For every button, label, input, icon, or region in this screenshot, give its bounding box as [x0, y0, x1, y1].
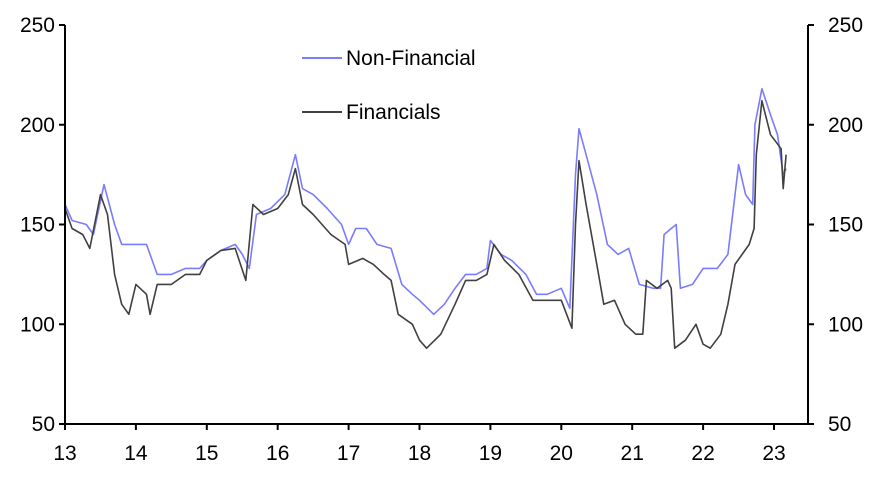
- x-tick-label: 14: [124, 442, 148, 465]
- x-tick-label: 15: [195, 442, 218, 465]
- left-y-tick-label: 200: [20, 114, 55, 137]
- x-tick-label: 17: [337, 442, 360, 465]
- left-y-tick-label: 100: [20, 313, 55, 336]
- series-line-financials: [64, 100, 787, 350]
- left-y-tick-label: 250: [20, 14, 55, 37]
- legend-label-non-financial: Non-Financial: [346, 47, 476, 70]
- legend: Non-Financial Financials: [302, 47, 476, 124]
- x-tick-label: 16: [266, 442, 289, 465]
- series-line-non-financial: [64, 88, 787, 316]
- x-tick-label: 21: [621, 442, 644, 465]
- x-tick-label: 18: [408, 442, 431, 465]
- x-tick-label: 13: [53, 442, 76, 465]
- right-y-tick-label: 200: [828, 114, 863, 137]
- x-tick-label: 19: [479, 442, 502, 465]
- legend-label-financials: Financials: [346, 101, 441, 124]
- left-y-tick-label: 50: [32, 413, 55, 436]
- plot-area: [64, 88, 787, 350]
- left-y-tick-label: 150: [20, 214, 55, 237]
- right-y-tick-label: 150: [828, 214, 863, 237]
- right-y-tick-label: 250: [828, 14, 863, 37]
- x-tick-label: 22: [691, 442, 714, 465]
- x-tick-label: 23: [762, 442, 785, 465]
- x-tick-label: 20: [550, 442, 573, 465]
- right-y-tick-label: 50: [828, 413, 851, 436]
- axes: 50 50 100 100 150 150 200 200 250 250 13 14 15 16 17 18…: [20, 14, 863, 465]
- right-y-tick-label: 100: [828, 313, 863, 336]
